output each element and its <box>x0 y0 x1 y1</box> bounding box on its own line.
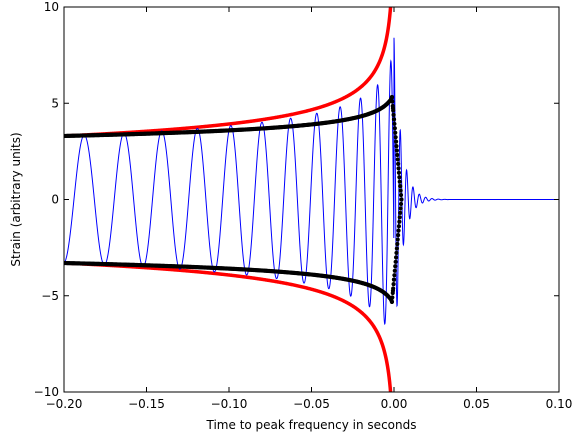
black-envelope-lower-point <box>398 201 404 207</box>
y-axis-label: Strain (arbitrary units) <box>9 132 23 266</box>
black-envelope-lower-point <box>395 241 400 247</box>
y-tick-label: −10 <box>34 385 59 399</box>
black-envelope-lower-point <box>393 264 398 269</box>
black-envelope-lower-point <box>392 273 397 278</box>
black-envelope-upper-point <box>395 152 400 158</box>
black-envelope-upper-point <box>391 108 396 113</box>
black-envelope-lower-point <box>391 281 396 287</box>
black-envelope-lower-point <box>397 215 402 220</box>
y-tick-label: 5 <box>51 96 59 110</box>
black-envelope-upper-point <box>390 99 395 104</box>
black-envelope-lower-point <box>391 277 397 282</box>
x-tick-label: 0.00 <box>381 397 408 411</box>
black-envelope-upper-point <box>394 148 399 153</box>
black-envelope-upper-point <box>391 112 396 118</box>
black-envelope-upper-point <box>398 188 403 193</box>
x-tick-label: −0.15 <box>128 397 165 411</box>
axis-layer: −0.20 −0.15 −0.10 −0.05 0.00 0.05 0.10 −10 −5 0 5 1… <box>34 0 573 411</box>
black-envelope-lower-point <box>395 237 400 242</box>
x-tick-label: −0.10 <box>211 397 248 411</box>
black-envelope-lower-point <box>394 246 399 251</box>
black-envelope-upper-point <box>392 121 397 126</box>
black-envelope-lower-point <box>396 228 401 233</box>
black-envelope-upper-point <box>393 139 399 144</box>
blue-waveform <box>64 37 559 326</box>
black-envelope-upper-point <box>393 130 398 135</box>
black-envelope-lower-point <box>389 299 395 304</box>
black-envelope-lower-point <box>393 259 398 264</box>
black-envelope-lower-point <box>391 286 396 291</box>
x-tick-label: −0.05 <box>293 397 330 411</box>
x-tick-label: 0.05 <box>463 397 490 411</box>
black-envelope-lower-point <box>399 197 404 202</box>
black-envelope-lower-point <box>398 210 403 215</box>
red-envelope-upper <box>64 7 393 138</box>
x-tick-label: −0.20 <box>46 397 83 411</box>
x-axis-label: Time to peak frequency in seconds <box>206 418 417 432</box>
black-envelope-lower-point <box>397 219 402 224</box>
black-envelope-upper-point <box>389 95 395 100</box>
black-envelope-lower-point <box>396 233 401 238</box>
black-envelope-upper-point <box>397 179 402 184</box>
y-tick-label: 0 <box>51 193 59 207</box>
black-envelope-upper-point <box>397 175 402 180</box>
y-tick-label: 10 <box>44 0 59 14</box>
black-envelope-upper-point <box>391 117 397 122</box>
black-envelope-upper-point <box>396 166 401 171</box>
black-envelope-upper-point <box>392 126 397 131</box>
black-envelope-upper-point <box>394 143 399 149</box>
plot-layer <box>64 7 559 392</box>
black-envelope-upper-point <box>395 157 400 162</box>
black-envelope-upper-point <box>390 103 395 109</box>
black-envelope-upper-point <box>393 135 398 140</box>
black-envelope-lower-point <box>390 295 395 300</box>
black-envelope-lower-point <box>398 206 403 211</box>
black-envelope-upper-point <box>398 184 403 189</box>
black-envelope-lower-point <box>394 250 399 256</box>
x-tick-label: 0.10 <box>546 397 573 411</box>
black-envelope-lower-point <box>390 290 395 296</box>
black-envelope-lower-point <box>392 268 397 273</box>
black-envelope-lower-point <box>396 224 402 229</box>
y-tick-label: −5 <box>41 289 59 303</box>
black-envelope-lower-point <box>393 255 399 260</box>
black-envelope-upper-point <box>396 170 402 175</box>
black-envelope-upper-point <box>398 192 404 198</box>
black-envelope-upper-point <box>396 161 401 166</box>
